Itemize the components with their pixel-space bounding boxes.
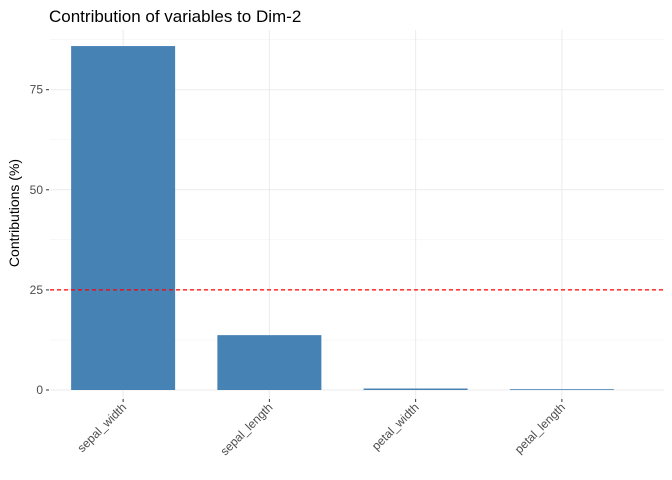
y-tick-label: 75 bbox=[30, 83, 44, 97]
y-axis-ticks: 0 25 50 75 bbox=[30, 83, 49, 397]
bar-petal-width bbox=[363, 388, 468, 390]
y-tick-label: 50 bbox=[30, 183, 44, 197]
y-tick-label: 0 bbox=[36, 383, 43, 397]
bar-sepal-width bbox=[71, 46, 176, 391]
bar-petal-length bbox=[509, 389, 614, 390]
chart-title: Contribution of variables to Dim-2 bbox=[49, 7, 301, 26]
y-tick-label: 25 bbox=[30, 283, 44, 297]
bar-sepal-length bbox=[217, 335, 322, 390]
bars bbox=[71, 46, 614, 391]
y-axis-title: Contributions (%) bbox=[6, 159, 22, 267]
